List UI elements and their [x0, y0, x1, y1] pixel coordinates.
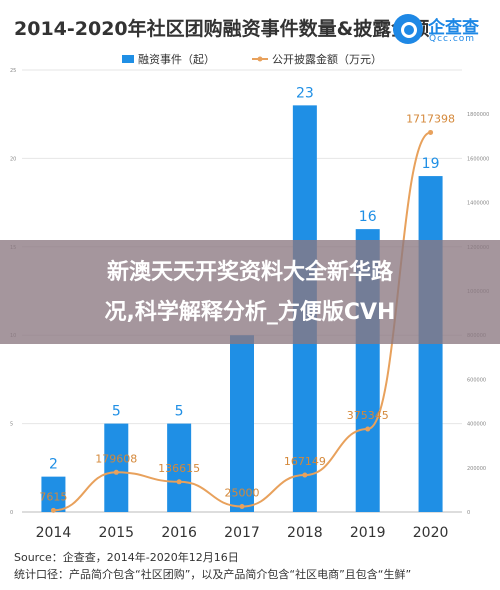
bar-value-label: 16 [359, 209, 377, 225]
chart-title: 2014-2020年社区团购融资事件数量&披露金额 [14, 18, 430, 40]
line-point [176, 479, 182, 485]
line-point [113, 469, 119, 475]
data-labels: 2 5 5 23 16 19 7615 179608 136615 25000 167149 3753… [39, 85, 455, 503]
right-tick-label: 200000 [467, 466, 486, 472]
x-tick-label: 2018 [287, 525, 323, 541]
bar-value-label: 19 [422, 156, 440, 172]
qcc-logo-icon [393, 14, 423, 44]
legend-line-marker [257, 56, 263, 62]
x-tick-label: 2017 [224, 525, 260, 541]
legend: 融资事件（起） 公开披露金额（万元） [122, 52, 382, 66]
chart: 0510152025020000040000060000080000010000… [10, 52, 489, 541]
line-point [50, 507, 56, 513]
left-tick-label: 25 [10, 68, 16, 74]
source-note: Source：企查查，2014年-2020年12月16日 [14, 551, 239, 564]
bar [167, 423, 192, 512]
line-value-label: 136615 [158, 462, 200, 475]
bar [230, 335, 254, 512]
bar [41, 476, 66, 512]
x-tick-label: 2015 [98, 525, 134, 541]
line-series [50, 129, 434, 513]
legend-bar-label: 融资事件（起） [138, 53, 215, 66]
line-point [365, 426, 371, 432]
line-value-label: 167149 [284, 455, 326, 468]
line-value-label: 375345 [347, 409, 389, 422]
right-tick-label: 1400000 [467, 201, 489, 207]
line-point [239, 503, 245, 509]
x-tick-label: 2016 [161, 525, 197, 541]
line-value-label: 1717398 [406, 112, 455, 125]
right-tick-label: 600000 [467, 377, 486, 383]
right-tick-label: 1800000 [467, 112, 489, 118]
title-bar: 2014-2020年社区团购融资事件数量&披露金额 企查查 Qcc.com [0, 0, 500, 58]
line-point [302, 472, 308, 478]
line-point [428, 129, 434, 135]
left-tick-label: 5 [10, 422, 13, 428]
overlay-banner: 新澳天天开奖资料大全新华路 况,科学解释分析_方便版CVH [0, 240, 500, 344]
right-tick-label: 400000 [467, 422, 486, 428]
bar [418, 176, 443, 512]
line-value-label: 25000 [225, 486, 260, 499]
logo-name: 企查查 [428, 18, 479, 38]
x-tick-label: 2020 [413, 525, 449, 541]
bar-value-label: 2 [49, 457, 58, 473]
right-tick-label: 0 [467, 510, 470, 516]
line-value-label: 179608 [95, 452, 137, 465]
bar-series [41, 105, 443, 513]
legend-line-label: 公开披露金额（万元） [272, 52, 382, 66]
logo-subtitle: Qcc.com [429, 34, 476, 44]
right-tick-label: 1600000 [467, 156, 489, 162]
x-tick-label: 2014 [36, 525, 72, 541]
left-tick-label: 0 [10, 510, 13, 516]
bar-value-label: 5 [112, 404, 121, 420]
bar-value-label: 23 [296, 85, 314, 101]
line-value-label: 7615 [39, 490, 67, 503]
overlay-line-1: 新澳天天开奖资料大全新华路 [106, 260, 393, 285]
bar-value-label: 5 [175, 404, 184, 420]
legend-bar-swatch [122, 55, 134, 63]
overlay-line-2: 况,科学解释分析_方便版CVH [104, 300, 396, 325]
bar [104, 423, 129, 512]
scope-note: 统计口径：产品简介包含“社区团购”，以及产品简介包含“社区电商”且包含“生鲜” [14, 568, 412, 581]
x-tick-label: 2019 [350, 525, 386, 541]
left-tick-label: 20 [10, 156, 16, 162]
